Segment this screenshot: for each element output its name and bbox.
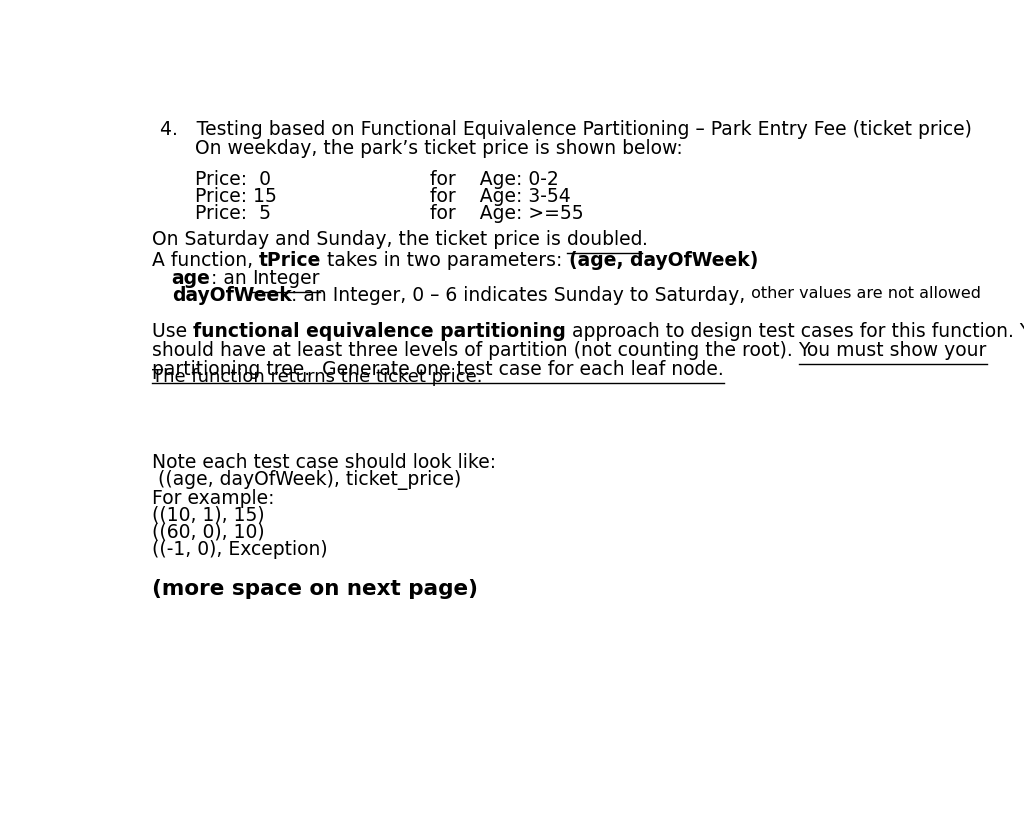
Text: for    Age: 0-2: for Age: 0-2 <box>430 171 558 189</box>
Text: Note each test case should look like:: Note each test case should look like: <box>152 453 496 472</box>
Text: partitioning tree.  Generate one test case for each leaf node.: partitioning tree. Generate one test cas… <box>152 360 724 379</box>
Text: ((10, 1), 15): ((10, 1), 15) <box>152 506 264 525</box>
Text: age: age <box>172 269 211 288</box>
Text: functional equivalence partitioning: functional equivalence partitioning <box>193 322 566 341</box>
Text: On Saturday and Sunday, the ticket price is: On Saturday and Sunday, the ticket price… <box>152 230 566 249</box>
Text: Price:  5: Price: 5 <box>196 204 271 223</box>
Text: dayOfWeek: dayOfWeek <box>172 286 292 305</box>
Text: for    Age: >=55: for Age: >=55 <box>430 204 584 223</box>
Text: On weekday, the park’s ticket price is shown below:: On weekday, the park’s ticket price is s… <box>196 139 683 157</box>
Text: ((age, dayOfWeek), ticket_price): ((age, dayOfWeek), ticket_price) <box>152 470 461 490</box>
Text: tPrice: tPrice <box>259 251 322 269</box>
Text: takes in two parameters:: takes in two parameters: <box>322 251 568 269</box>
Text: Use: Use <box>152 322 193 341</box>
Text: : an Integer, 0 – 6 indicates Sunday to Saturday,: : an Integer, 0 – 6 indicates Sunday to … <box>292 286 745 305</box>
Text: Price: 15: Price: 15 <box>196 187 278 206</box>
Text: The function returns the ticket price.: The function returns the ticket price. <box>152 368 482 386</box>
Text: (age, dayOfWeek): (age, dayOfWeek) <box>568 251 758 269</box>
Text: Price:  0: Price: 0 <box>196 171 271 189</box>
Text: Integer: Integer <box>252 269 319 288</box>
Text: For example:: For example: <box>152 489 274 508</box>
Text: for    Age: 3-54: for Age: 3-54 <box>430 187 570 206</box>
Text: approach to design test cases for this function. You: approach to design test cases for this f… <box>566 322 1024 341</box>
Text: A function,: A function, <box>152 251 259 269</box>
Text: You must show your: You must show your <box>799 341 987 360</box>
Text: : an: : an <box>211 269 252 288</box>
Text: doubled: doubled <box>566 230 642 249</box>
Text: other values are not allowed: other values are not allowed <box>745 286 981 301</box>
Text: .: . <box>642 230 648 249</box>
Text: (more space on next page): (more space on next page) <box>152 579 478 599</box>
Text: should have at least three levels of partition (not counting the root).: should have at least three levels of par… <box>152 341 799 360</box>
Text: ((-1, 0), Exception): ((-1, 0), Exception) <box>152 539 328 559</box>
Text: ((60, 0), 10): ((60, 0), 10) <box>152 523 264 542</box>
Text: 4. Testing based on Functional Equivalence Partitioning – Park Entry Fee (ticket: 4. Testing based on Functional Equivalen… <box>160 120 972 139</box>
